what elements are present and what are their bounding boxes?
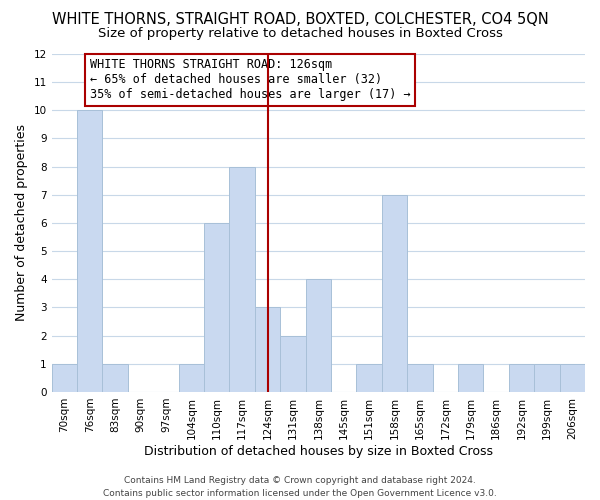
Bar xyxy=(382,195,407,392)
Bar xyxy=(179,364,204,392)
Bar xyxy=(458,364,484,392)
Bar xyxy=(407,364,433,392)
Bar xyxy=(103,364,128,392)
Text: WHITE THORNS STRAIGHT ROAD: 126sqm
← 65% of detached houses are smaller (32)
35%: WHITE THORNS STRAIGHT ROAD: 126sqm ← 65%… xyxy=(90,58,410,101)
Y-axis label: Number of detached properties: Number of detached properties xyxy=(15,124,28,322)
Bar xyxy=(509,364,534,392)
Bar xyxy=(560,364,585,392)
Bar xyxy=(305,280,331,392)
Bar xyxy=(52,364,77,392)
Bar xyxy=(77,110,103,392)
Bar xyxy=(356,364,382,392)
Bar xyxy=(280,336,305,392)
Text: WHITE THORNS, STRAIGHT ROAD, BOXTED, COLCHESTER, CO4 5QN: WHITE THORNS, STRAIGHT ROAD, BOXTED, COL… xyxy=(52,12,548,28)
Bar xyxy=(534,364,560,392)
Text: Contains HM Land Registry data © Crown copyright and database right 2024.
Contai: Contains HM Land Registry data © Crown c… xyxy=(103,476,497,498)
Bar xyxy=(255,308,280,392)
Text: Size of property relative to detached houses in Boxted Cross: Size of property relative to detached ho… xyxy=(98,28,502,40)
Bar xyxy=(229,166,255,392)
X-axis label: Distribution of detached houses by size in Boxted Cross: Distribution of detached houses by size … xyxy=(144,444,493,458)
Bar xyxy=(204,223,229,392)
